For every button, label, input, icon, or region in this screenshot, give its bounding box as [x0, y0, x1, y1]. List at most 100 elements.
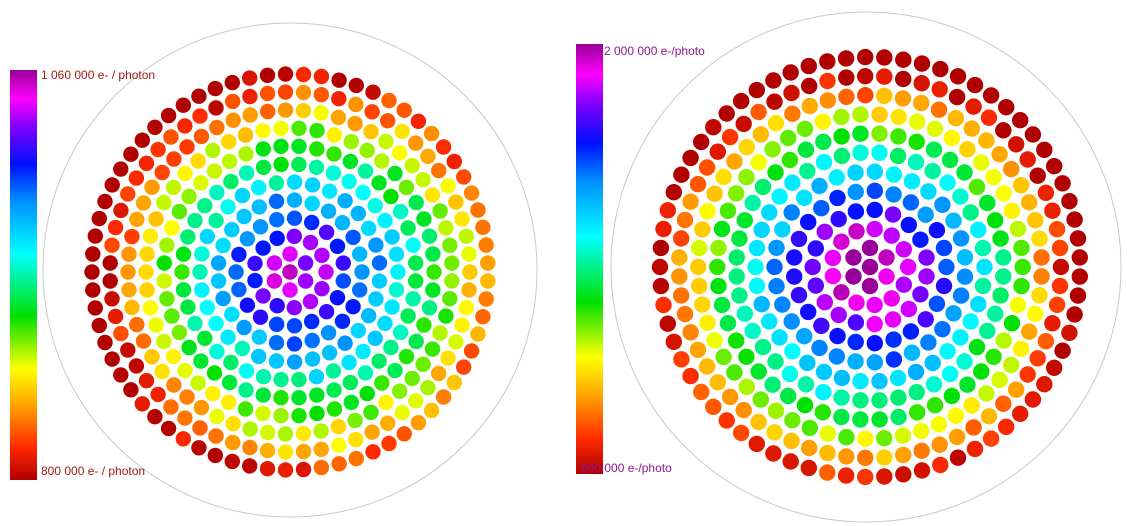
pmt-cell	[383, 188, 399, 205]
pmt-cell	[371, 175, 387, 191]
pmt-cell	[242, 88, 258, 105]
pmt-cell	[866, 296, 883, 314]
pmt-cell	[209, 119, 225, 136]
pmt-cell	[462, 264, 478, 280]
pmt-cell	[682, 193, 699, 210]
pmt-cell	[234, 340, 251, 357]
pmt-cell	[180, 299, 196, 315]
pmt-cell	[1024, 391, 1042, 408]
pmt-cell	[885, 351, 903, 368]
pmt-cell	[304, 195, 320, 212]
pmt-cell	[796, 328, 813, 345]
pmt-cell	[965, 419, 982, 436]
pmt-cell	[985, 348, 1002, 365]
pmt-cell	[943, 129, 960, 147]
pmt-cell	[952, 230, 970, 247]
pmt-cell	[973, 363, 990, 380]
pmt-cell	[209, 343, 225, 360]
pmt-cell	[371, 255, 388, 271]
pmt-cell	[857, 449, 874, 466]
colorbar-max-label: 1 060 000 e- / photon	[41, 68, 155, 82]
pmt-cell	[838, 448, 855, 465]
pmt-cell	[932, 60, 949, 78]
pmt-cell	[800, 459, 817, 477]
pmt-cell	[454, 317, 470, 333]
pmt-cell	[302, 293, 319, 310]
pmt-cell	[799, 162, 816, 180]
pmt-cell	[381, 92, 397, 109]
pmt-cell	[1046, 359, 1063, 376]
pmt-cell	[709, 374, 726, 391]
pmt-cell	[384, 299, 400, 315]
pmt-cell	[890, 128, 907, 145]
pmt-cell	[962, 204, 979, 221]
pmt-cell	[895, 446, 912, 464]
pmt-cell	[308, 159, 325, 175]
pmt-cell	[932, 456, 949, 474]
pmt-cell	[852, 411, 869, 428]
pmt-cell	[976, 258, 993, 276]
pmt-cell	[273, 138, 289, 154]
pmt-cell	[331, 72, 347, 88]
pmt-cell	[884, 206, 902, 223]
pmt-cell	[845, 268, 862, 285]
pmt-cell	[995, 185, 1012, 202]
pmt-cell	[857, 68, 874, 85]
pmt-cell	[876, 449, 893, 466]
pmt-cell	[920, 334, 937, 351]
pmt-cell	[721, 128, 739, 146]
pmt-cell	[962, 313, 979, 330]
pmt-cell	[326, 382, 342, 398]
pmt-cell	[295, 443, 312, 460]
pmt-cell	[1003, 160, 1020, 178]
pmt-cell	[337, 335, 353, 351]
pmt-cell	[113, 325, 129, 342]
pmt-cell	[286, 336, 303, 352]
pmt-cell	[768, 278, 785, 295]
pmt-cell	[260, 424, 276, 441]
pmt-cell	[166, 377, 182, 393]
pmt-cell	[478, 237, 494, 253]
pmt-cell	[689, 176, 707, 193]
pmt-cell	[251, 329, 267, 345]
pmt-cell	[291, 138, 307, 154]
pmt-cell	[750, 103, 767, 121]
pmt-cell	[900, 216, 917, 234]
pmt-cell	[807, 277, 824, 294]
pmt-cell	[291, 408, 307, 424]
pmt-cell	[719, 202, 737, 219]
pmt-cell	[192, 264, 208, 280]
pmt-cell	[458, 228, 475, 244]
pmt-cell	[139, 282, 155, 298]
pmt-cell	[282, 282, 298, 298]
pmt-cell	[949, 68, 967, 85]
pmt-cell	[135, 333, 152, 349]
pmt-cell	[979, 194, 996, 212]
pmt-cell	[833, 389, 850, 406]
pmt-cell	[259, 461, 276, 477]
pmt-cell	[304, 332, 320, 349]
pmt-cell	[179, 139, 195, 155]
pmt-cell	[381, 435, 397, 452]
pmt-cell	[651, 258, 669, 276]
pmt-cell	[392, 324, 409, 341]
pmt-cell	[205, 385, 221, 402]
pmt-cell	[1054, 175, 1071, 192]
pmt-cell	[902, 194, 920, 211]
pmt-cell	[750, 413, 767, 431]
pmt-cell	[837, 467, 855, 484]
pmt-cell	[255, 240, 271, 256]
pmt-cell	[784, 105, 801, 122]
pmt-cell	[416, 317, 432, 333]
pmt-cell	[1013, 239, 1030, 257]
pmt-cell	[475, 309, 491, 325]
pmt-cell	[750, 154, 767, 171]
pmt-cell	[709, 258, 726, 276]
pmt-cell	[113, 367, 129, 383]
pmt-cell	[890, 108, 907, 126]
pmt-cell	[938, 258, 955, 276]
pmt-cell	[706, 332, 723, 349]
pmt-cell	[282, 264, 298, 280]
pmt-cell	[833, 284, 850, 301]
pmt-cell	[767, 353, 784, 370]
